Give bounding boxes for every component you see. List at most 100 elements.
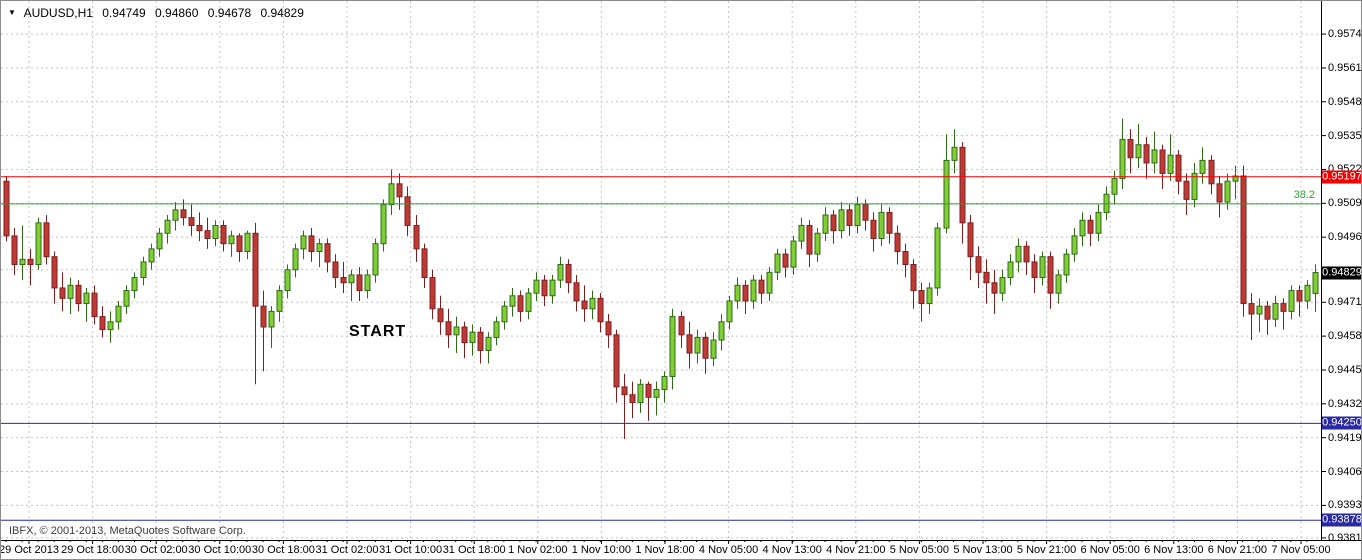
candle-body bbox=[477, 331, 484, 351]
candle-body bbox=[67, 284, 74, 299]
candle-body bbox=[1304, 284, 1311, 302]
time-axis-label: 1 Nov 02:00 bbox=[508, 544, 568, 556]
candle-body bbox=[645, 383, 652, 398]
start-text-annotation[interactable]: START bbox=[349, 323, 407, 340]
candle-body bbox=[1199, 159, 1206, 174]
candle-body bbox=[1143, 144, 1150, 164]
candle-body bbox=[661, 375, 668, 390]
price-axis-label: 0.94325 bbox=[1328, 397, 1362, 410]
candle-body bbox=[461, 326, 468, 344]
candle-body bbox=[324, 243, 331, 263]
candle-body bbox=[846, 209, 853, 226]
candle-body bbox=[252, 232, 259, 307]
time-axis-label: 29 Oct 2013 bbox=[0, 544, 59, 556]
candle-body bbox=[372, 243, 379, 276]
copyright-text: IBFX, © 2001-2013, MetaQuotes Software C… bbox=[9, 525, 246, 537]
candle-body bbox=[1191, 172, 1198, 200]
candle-body bbox=[549, 279, 556, 297]
candle-body bbox=[621, 386, 628, 396]
candle-body bbox=[429, 277, 436, 310]
candle-body bbox=[926, 287, 933, 305]
candle-body bbox=[509, 295, 516, 307]
price-tag-resistance-line: 0.95197 bbox=[1322, 170, 1362, 184]
candle-body bbox=[43, 222, 50, 258]
candle-body bbox=[131, 277, 138, 292]
candle-body bbox=[1111, 178, 1118, 195]
candle-body bbox=[814, 232, 821, 255]
candle-body bbox=[934, 227, 941, 289]
candle-body bbox=[27, 258, 34, 266]
candle-body bbox=[565, 264, 572, 284]
candle-body bbox=[99, 316, 106, 331]
candle-body bbox=[686, 334, 693, 354]
candle-body bbox=[758, 279, 765, 294]
time-axis-label: 31 Oct 02:00 bbox=[315, 544, 379, 556]
time-axis-label: 4 Nov 05:00 bbox=[698, 544, 759, 556]
candle-body bbox=[1183, 180, 1190, 200]
candle-body bbox=[589, 297, 596, 310]
candle-body bbox=[51, 256, 58, 289]
candle-body bbox=[1031, 261, 1038, 279]
candle-body bbox=[918, 290, 925, 305]
quote-high: 0.94860 bbox=[155, 6, 199, 20]
time-axis-label: 5 Nov 21:00 bbox=[1016, 544, 1077, 556]
candle-body bbox=[340, 277, 347, 284]
price-axis-label: 0.94585 bbox=[1328, 330, 1362, 343]
candle-body bbox=[1103, 193, 1110, 213]
candle-body bbox=[292, 248, 299, 271]
time-axis-label: 1 Nov 18:00 bbox=[635, 544, 695, 556]
quote-low: 0.94678 bbox=[207, 6, 252, 20]
symbol-period-label: AUDUSD,H1 bbox=[23, 6, 93, 20]
candle-body bbox=[1127, 139, 1134, 159]
candle-body bbox=[1272, 303, 1279, 320]
candle-body bbox=[1023, 245, 1030, 263]
candle-body bbox=[107, 321, 114, 331]
candle-body bbox=[421, 248, 428, 279]
candle-body bbox=[525, 292, 532, 312]
candle-body bbox=[605, 321, 612, 336]
candle-body bbox=[790, 240, 797, 268]
candle-body bbox=[557, 264, 564, 281]
quote-close: 0.94829 bbox=[260, 6, 304, 20]
candle-body bbox=[91, 292, 98, 318]
candle-body bbox=[1208, 159, 1215, 185]
candle-body bbox=[413, 224, 420, 250]
candle-body bbox=[782, 253, 789, 268]
chart-title: ▼ AUDUSD,H1 0.94749 0.94860 0.94678 0.94… bbox=[8, 6, 310, 20]
candle-body bbox=[766, 271, 773, 294]
time-axis-label: 31 Oct 10:00 bbox=[379, 544, 443, 556]
candle-body bbox=[1079, 219, 1086, 237]
candle-body bbox=[1296, 290, 1303, 302]
candle-body bbox=[1312, 272, 1319, 294]
candle-body bbox=[822, 214, 829, 234]
candle-body bbox=[637, 383, 644, 404]
candle-body bbox=[878, 211, 885, 239]
price-tag-lower-level-line: 0.93878 bbox=[1322, 513, 1362, 527]
price-axis-label: 0.94065 bbox=[1328, 465, 1362, 478]
candle-body bbox=[1095, 211, 1102, 234]
candle-body bbox=[854, 204, 861, 226]
time-axis-label: 29 Oct 18:00 bbox=[61, 544, 125, 556]
candle-body bbox=[991, 282, 998, 294]
candle-body bbox=[164, 219, 171, 234]
candle-body bbox=[910, 264, 917, 292]
candle-body bbox=[1167, 154, 1174, 174]
candle-body bbox=[1071, 235, 1078, 255]
candle-body bbox=[742, 284, 749, 302]
candle-body bbox=[1159, 149, 1166, 174]
candle-body bbox=[1087, 219, 1094, 234]
candle-body bbox=[453, 326, 460, 336]
candle-body bbox=[316, 243, 323, 252]
chevron-down-icon: ▼ bbox=[8, 8, 16, 17]
candle-body bbox=[533, 279, 540, 294]
candle-body bbox=[11, 235, 18, 266]
candle-body bbox=[404, 196, 411, 226]
price-tag-support-line: 0.94250 bbox=[1322, 416, 1362, 430]
candle-body bbox=[702, 336, 709, 359]
candle-body bbox=[1151, 149, 1158, 164]
candle-body bbox=[975, 256, 982, 273]
quote-open: 0.94749 bbox=[102, 6, 146, 20]
candle-body bbox=[798, 224, 805, 242]
